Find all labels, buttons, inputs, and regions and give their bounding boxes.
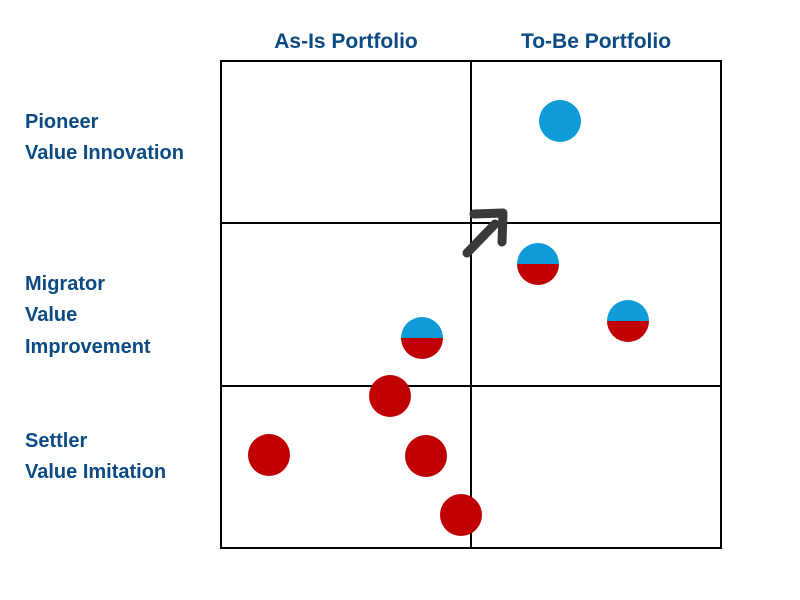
migrator-dot	[517, 243, 559, 285]
row-label: Value Imitation	[25, 461, 166, 483]
row-label: Value Innovation	[25, 142, 184, 164]
dot-top	[401, 317, 443, 338]
migrator-dot	[607, 300, 649, 342]
pioneer-dot	[539, 100, 581, 142]
dot-bottom	[607, 321, 649, 342]
row-label: Improvement	[25, 336, 151, 358]
row-label: Value	[25, 304, 77, 326]
column-header: To-Be Portfolio	[521, 30, 671, 53]
migrator-dot	[401, 317, 443, 359]
settler-dot	[440, 494, 482, 536]
arrow	[462, 208, 508, 258]
dot-top	[517, 243, 559, 264]
row-label: Pioneer	[25, 111, 99, 133]
dot-bottom	[517, 264, 559, 285]
dot-bottom	[401, 338, 443, 359]
row-label: Migrator	[25, 273, 105, 295]
arrow-shaft	[462, 219, 500, 258]
settler-dot	[248, 434, 290, 476]
settler-dot	[405, 435, 447, 477]
dot-top	[607, 300, 649, 321]
row-label: Settler	[25, 430, 87, 452]
column-header: As-Is Portfolio	[274, 30, 418, 53]
arrow-head	[469, 208, 508, 247]
settler-dot	[369, 375, 411, 417]
